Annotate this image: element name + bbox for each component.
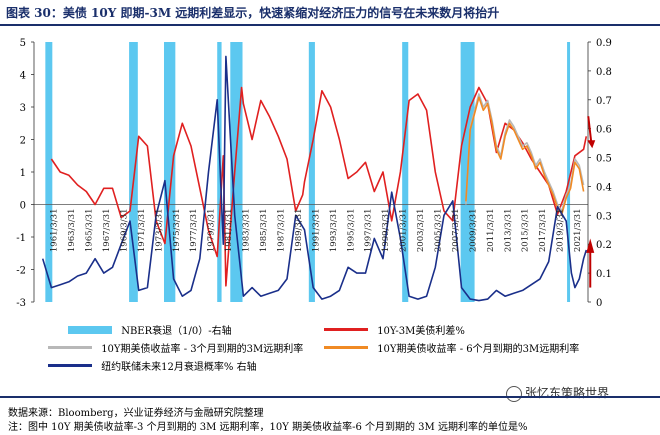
series-line-1 bbox=[465, 93, 585, 212]
recession-bar-6 bbox=[402, 42, 409, 302]
legend-item-spread: 10Y-3M美债利差% bbox=[324, 322, 465, 337]
y-left-tick-label: 2 bbox=[20, 136, 26, 147]
x-tick-label: 1993/3/31 bbox=[329, 209, 339, 253]
x-tick-label: 1967/3/31 bbox=[102, 209, 112, 253]
legend: NBER衰退（1/0）-右轴 10Y-3M美债利差% 10Y期美债收益率 - 3… bbox=[28, 322, 628, 376]
x-tick-label: 1973/3/31 bbox=[154, 209, 164, 253]
x-tick-label: 1999/3/31 bbox=[381, 209, 391, 253]
y-right-tick-label: 0.9 bbox=[596, 38, 612, 49]
title-bar: 图表 30：美债 10Y 即期-3M 远期利差显示，快速紧缩对经济压力的信号在未… bbox=[0, 0, 660, 26]
wechat-icon bbox=[506, 385, 522, 402]
recession-bar-8 bbox=[567, 42, 571, 302]
y-right-tick-label: 0.7 bbox=[596, 96, 612, 107]
y-left-tick-label: 4 bbox=[20, 71, 26, 82]
x-tick-label: 1975/3/31 bbox=[172, 209, 182, 253]
x-tick-label: 2007/3/31 bbox=[451, 209, 461, 253]
x-tick-label: 1997/3/31 bbox=[364, 209, 374, 253]
recession-bar-2 bbox=[163, 42, 176, 302]
legend-swatch-spread bbox=[324, 328, 368, 331]
y-left-tick-label: -3 bbox=[16, 298, 26, 309]
legend-swatch-fwd3m bbox=[48, 346, 92, 349]
x-tick-label: 2019/3/31 bbox=[556, 209, 566, 253]
series-line-2 bbox=[465, 96, 585, 216]
legend-label-prob: 纽约联储未来12月衰退概率% 右轴 bbox=[101, 362, 257, 373]
x-tick-label: 2005/3/31 bbox=[434, 209, 444, 253]
legend-item-nber: NBER衰退（1/0）-右轴 bbox=[68, 322, 232, 337]
x-tick-label: 1969/3/31 bbox=[119, 209, 129, 253]
source-text: 数据来源：Bloomberg，兴业证券经济与金融研究院整理 bbox=[8, 408, 264, 419]
x-tick-label: 1989/3/31 bbox=[294, 209, 304, 253]
legend-label-fwd3m: 10Y期美债收益率 - 3个月到期的3M远期利率 bbox=[101, 344, 304, 355]
y-left-tick-label: -2 bbox=[16, 266, 26, 277]
footer: 数据来源：Bloomberg，兴业证券经济与金融研究院整理 注：图中 10Y 期… bbox=[0, 396, 660, 435]
series-line-3 bbox=[41, 55, 588, 302]
x-tick-label: 1961/3/31 bbox=[50, 209, 60, 253]
x-tick-label: 2001/3/31 bbox=[399, 209, 409, 253]
legend-swatch-nber bbox=[68, 325, 112, 334]
x-tick-label: 1985/3/31 bbox=[259, 209, 269, 253]
x-tick-label: 1979/3/31 bbox=[207, 209, 217, 253]
y-right-tick-label: 0.3 bbox=[596, 211, 612, 222]
legend-swatch-fwd6m bbox=[324, 346, 368, 349]
legend-item-fwd3m: 10Y期美债收益率 - 3个月到期的3M远期利率 bbox=[48, 340, 303, 355]
recession-bar-3 bbox=[217, 42, 222, 302]
y-left-tick-label: 0 bbox=[20, 201, 26, 212]
y-right-tick-label: 0.5 bbox=[596, 154, 612, 165]
x-tick-label: 2011/3/31 bbox=[486, 209, 496, 253]
down-arrow-head bbox=[587, 140, 596, 149]
x-tick-label: 2013/3/31 bbox=[503, 208, 513, 252]
y-left-tick-label: 5 bbox=[20, 38, 26, 49]
up-arrow-head bbox=[586, 238, 595, 253]
down-arrow-shaft bbox=[587, 116, 593, 143]
x-tick-label: 1977/3/31 bbox=[189, 209, 199, 253]
x-tick-label: 1963/3/31 bbox=[67, 209, 77, 253]
recession-bar-0 bbox=[45, 42, 53, 302]
x-tick-label: 1971/3/31 bbox=[137, 209, 147, 253]
y-left-tick-label: 1 bbox=[20, 168, 26, 179]
legend-swatch-prob bbox=[48, 364, 92, 367]
x-tick-label: 1991/3/31 bbox=[311, 209, 321, 253]
note-text: 注：图中 10Y 期美债收益率-3 个月到期的 3M 远期利率，10Y 期美债收… bbox=[8, 422, 528, 433]
recession-bar-5 bbox=[308, 42, 315, 302]
x-tick-label: 2021/3/31 bbox=[573, 209, 583, 253]
x-tick-label: 2017/3/31 bbox=[538, 209, 548, 253]
chart-area: -3 -2 -1 0 1 2 3 4 5 0 0.1 0.2 0.3 0.4 0.5 0.6 0.7 0.8 0.9… bbox=[16, 38, 612, 309]
legend-label-spread: 10Y-3M美债利差% bbox=[377, 326, 465, 337]
chart-title: 图表 30：美债 10Y 即期-3M 远期利差显示，快速紧缩对经济压力的信号在未… bbox=[6, 6, 500, 20]
y-right-tick-label: 0.2 bbox=[596, 240, 612, 251]
x-tick-label: 1995/3/31 bbox=[346, 209, 356, 253]
x-tick-label: 2003/3/31 bbox=[416, 209, 426, 253]
recession-bar-1 bbox=[129, 42, 138, 302]
y-right-tick-label: 0.4 bbox=[596, 182, 612, 193]
y-right-tick-label: 0.1 bbox=[596, 269, 612, 280]
x-tick-label: 1983/3/31 bbox=[242, 209, 252, 253]
x-tick-label: 1987/3/31 bbox=[276, 209, 286, 253]
y-right-tick-label: 0 bbox=[596, 298, 602, 309]
x-tick-label: 2015/3/31 bbox=[521, 209, 531, 253]
x-tick-label: 1965/3/31 bbox=[85, 209, 95, 253]
legend-item-prob: 纽约联储未来12月衰退概率% 右轴 bbox=[48, 358, 257, 373]
legend-label-nber: NBER衰退（1/0）-右轴 bbox=[121, 326, 232, 337]
legend-label-fwd6m: 10Y期美债收益率 - 6个月到期的3M远期利率 bbox=[377, 344, 580, 355]
x-tick-label: 2009/3/31 bbox=[468, 209, 478, 253]
x-tick-label: 1981/3/31 bbox=[224, 209, 234, 253]
y-left-tick-label: 3 bbox=[20, 103, 26, 114]
legend-item-fwd6m: 10Y期美债收益率 - 6个月到期的3M远期利率 bbox=[324, 340, 579, 355]
y-left-tick-label: -1 bbox=[16, 233, 26, 244]
y-right-tick-label: 0.8 bbox=[596, 67, 612, 78]
y-right-tick-label: 0.6 bbox=[596, 125, 612, 136]
